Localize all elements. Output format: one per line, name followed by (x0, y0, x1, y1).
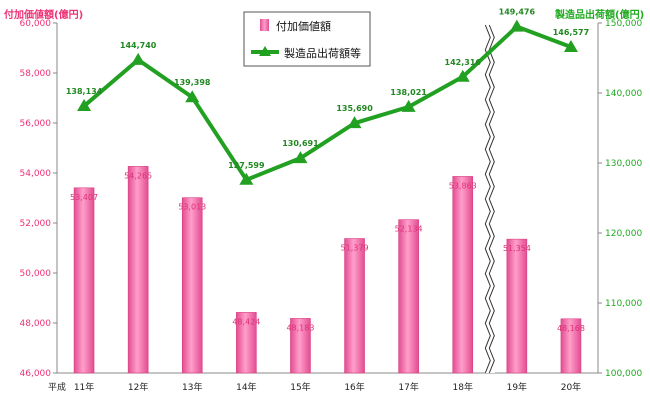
legend-line-marker (259, 46, 271, 56)
bar (506, 238, 528, 374)
bar-value-label: 53,013 (178, 203, 206, 212)
line-marker (185, 90, 200, 103)
plot-area: 46,000 48,000 50,000 52,000 54,000 56,000 58,0… (20, 8, 643, 393)
bar-value-label: 48,168 (557, 324, 585, 333)
y-left-tick-label: 58,000 (20, 69, 52, 79)
bar (560, 318, 582, 374)
legend-line-label: 製造品出荷額等 (284, 46, 361, 60)
bar (290, 318, 311, 374)
bar-value-label: 48,424 (232, 317, 260, 326)
bar-value-label: 52,134 (395, 225, 423, 234)
y-right-tick-label: 100,000 (605, 369, 642, 379)
bar (236, 312, 257, 374)
y-left-tick-label: 46,000 (20, 369, 52, 379)
x-tick-label: 12年 (128, 381, 148, 393)
x-tick-label: 17年 (398, 381, 418, 393)
legend-bar-label: 付加価値額 (276, 20, 331, 33)
line-value-label: 149,476 (499, 8, 536, 17)
y-right-axis-title: 製造品出荷額(億円) (554, 8, 644, 21)
x-tick-label: 14年 (236, 381, 256, 393)
axis-break-line (484, 24, 491, 374)
y-left-tick-label: 60,000 (20, 19, 52, 29)
line-marker (239, 172, 254, 185)
line-marker (563, 39, 578, 52)
bar (181, 197, 203, 374)
x-tick-label: 13年 (182, 381, 202, 393)
x-tick-label: 19年 (507, 381, 527, 393)
bar (73, 187, 95, 374)
bar (127, 166, 149, 374)
line-marker (293, 151, 308, 164)
line-value-label: 127,599 (228, 161, 265, 170)
x-tick-label: 18年 (453, 381, 473, 393)
bar-value-label: 51,379 (341, 244, 369, 253)
y-right-tick-label: 140,000 (605, 89, 642, 99)
line-marker (509, 19, 524, 32)
axis-break-line (488, 24, 495, 374)
bar-value-label: 53,863 (449, 181, 477, 190)
y-right-tick-label: 150,000 (605, 19, 642, 29)
bar (398, 219, 419, 374)
bar (452, 176, 474, 374)
y-left-tick-label: 50,000 (20, 269, 52, 279)
line-series (82, 24, 572, 182)
y-left-tick-label: 48,000 (20, 319, 52, 329)
line-value-label: 144,740 (120, 41, 157, 50)
x-era-label: 平成 (48, 381, 66, 393)
line-marker (131, 52, 146, 65)
legend-bar-swatch (260, 19, 269, 31)
line-value-label: 146,577 (553, 28, 589, 37)
line-value-label: 135,690 (336, 104, 373, 113)
bar-value-label: 54,265 (124, 171, 152, 180)
x-tick-label: 15年 (290, 381, 310, 393)
bar-value-label: 53,407 (70, 193, 98, 202)
y-right-tick-label: 130,000 (605, 159, 642, 169)
x-tick-label: 16年 (344, 381, 364, 393)
y-right-tick-label: 120,000 (605, 229, 642, 239)
line-marker (455, 69, 470, 82)
line-marker (347, 116, 362, 129)
line-value-label: 142,316 (445, 58, 482, 67)
line-value-label: 138,134 (66, 87, 103, 96)
line-value-label: 130,691 (282, 139, 319, 148)
y-right-tick-label: 110,000 (605, 299, 642, 309)
y-left-tick-label: 52,000 (20, 219, 52, 229)
bar-value-label: 48,183 (286, 323, 314, 332)
x-tick-label: 20年 (561, 381, 581, 393)
bar-value-label: 51,354 (503, 244, 531, 253)
y-left-tick-label: 56,000 (20, 119, 52, 129)
line-value-label: 138,021 (390, 88, 427, 97)
bar (344, 238, 365, 374)
y-left-axis-title: 付加価値額(億円) (4, 8, 83, 21)
legend: 付加価値額 製造品出荷額等 (243, 11, 371, 67)
line-marker (401, 99, 416, 112)
x-tick-label: 11年 (74, 381, 94, 393)
y-left-tick-label: 54,000 (20, 169, 52, 179)
line-marker (77, 99, 92, 112)
line-value-label: 139,398 (174, 78, 211, 87)
